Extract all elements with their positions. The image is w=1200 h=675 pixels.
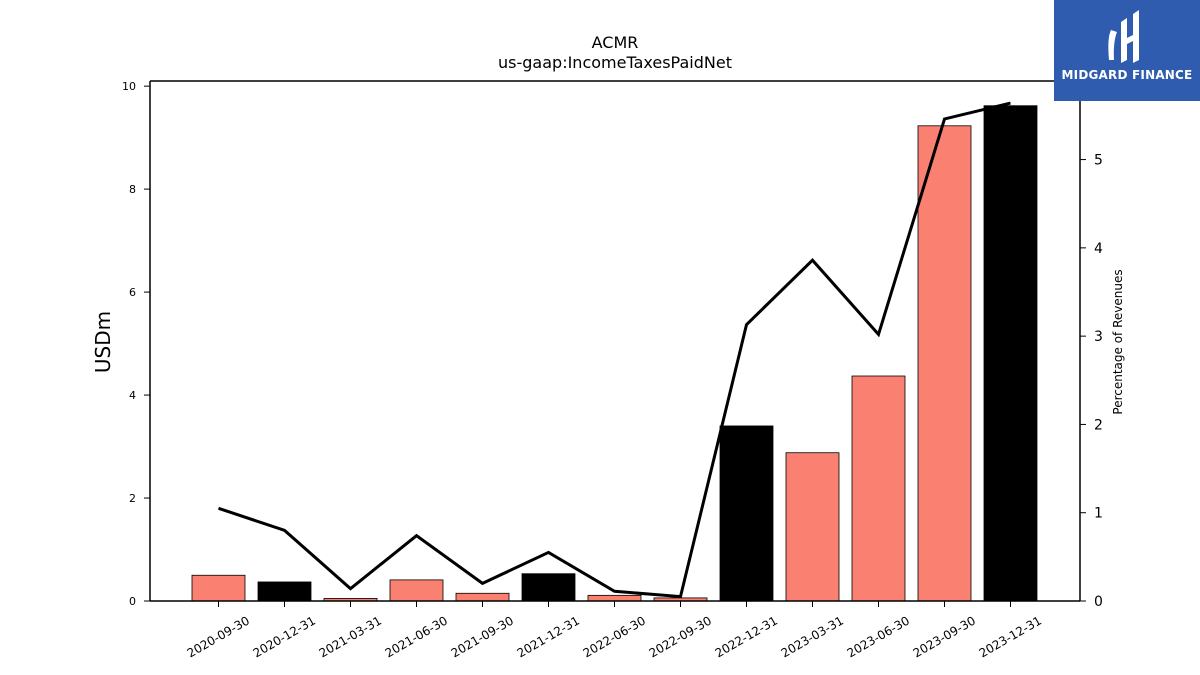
bar-2021-12-31 bbox=[521, 573, 576, 602]
line-series-percentage-of-revenues bbox=[218, 101, 1011, 599]
bar-2023-12-31 bbox=[983, 105, 1038, 602]
bars-layer bbox=[191, 105, 1038, 602]
y2-tick-label: 1 bbox=[1094, 506, 1103, 522]
chart-title: ACMR bbox=[592, 33, 639, 52]
x-tick-label: 2023-03-31 bbox=[779, 613, 846, 660]
x-tick-label: 2020-09-30 bbox=[185, 613, 252, 660]
y2-axis-label: Percentage of Revenues bbox=[1111, 269, 1125, 414]
logo-text: MIDGARD FINANCE bbox=[1061, 68, 1193, 82]
y-tick-label: 10 bbox=[122, 80, 136, 93]
y-tick-label: 6 bbox=[129, 286, 136, 299]
y2-tick-label: 4 bbox=[1094, 241, 1103, 257]
bar-2022-06-30 bbox=[587, 594, 642, 602]
x-tick-label: 2021-06-30 bbox=[383, 613, 450, 660]
x-tick-label: 2022-06-30 bbox=[581, 613, 648, 660]
x-tick-label: 2022-12-31 bbox=[713, 613, 780, 660]
y2-tick-label: 3 bbox=[1094, 329, 1103, 345]
x-tick-label: 2021-12-31 bbox=[515, 613, 582, 660]
chart-subtitle: us-gaap:IncomeTaxesPaidNet bbox=[498, 53, 732, 72]
bar-2023-03-31 bbox=[785, 452, 840, 602]
y2-tick-label: 0 bbox=[1094, 594, 1103, 610]
bar-2021-06-30 bbox=[389, 579, 444, 602]
bar-2020-09-30 bbox=[191, 574, 246, 602]
bar-2021-09-30 bbox=[455, 592, 510, 602]
bar-2020-12-31 bbox=[257, 581, 312, 602]
x-tick-label: 2021-03-31 bbox=[317, 613, 384, 660]
y2-tick-label: 5 bbox=[1094, 153, 1103, 169]
x-tick-label: 2023-06-30 bbox=[845, 613, 912, 660]
logo-mark-icon bbox=[1108, 10, 1139, 63]
y2-tick-label: 2 bbox=[1094, 417, 1103, 433]
x-tick-label: 2020-12-31 bbox=[251, 613, 318, 660]
x-tick-label: 2021-09-30 bbox=[449, 613, 516, 660]
x-tick-label: 2023-09-30 bbox=[911, 613, 978, 660]
y-tick-label: 8 bbox=[129, 183, 136, 196]
bar-2023-06-30 bbox=[851, 375, 906, 602]
bar-2023-09-30 bbox=[917, 125, 972, 602]
bar-2022-12-31 bbox=[719, 425, 774, 602]
y-tick-label: 0 bbox=[129, 595, 136, 608]
y-axis-label: USDm bbox=[91, 311, 115, 373]
y-tick-label: 4 bbox=[129, 389, 136, 402]
midgard-finance-logo: MIDGARD FINANCE bbox=[1054, 0, 1200, 101]
x-tick-label: 2023-12-31 bbox=[977, 613, 1044, 660]
line-layer bbox=[218, 101, 1011, 599]
x-tick-label: 2022-09-30 bbox=[647, 613, 714, 660]
y-tick-label: 2 bbox=[129, 492, 136, 505]
